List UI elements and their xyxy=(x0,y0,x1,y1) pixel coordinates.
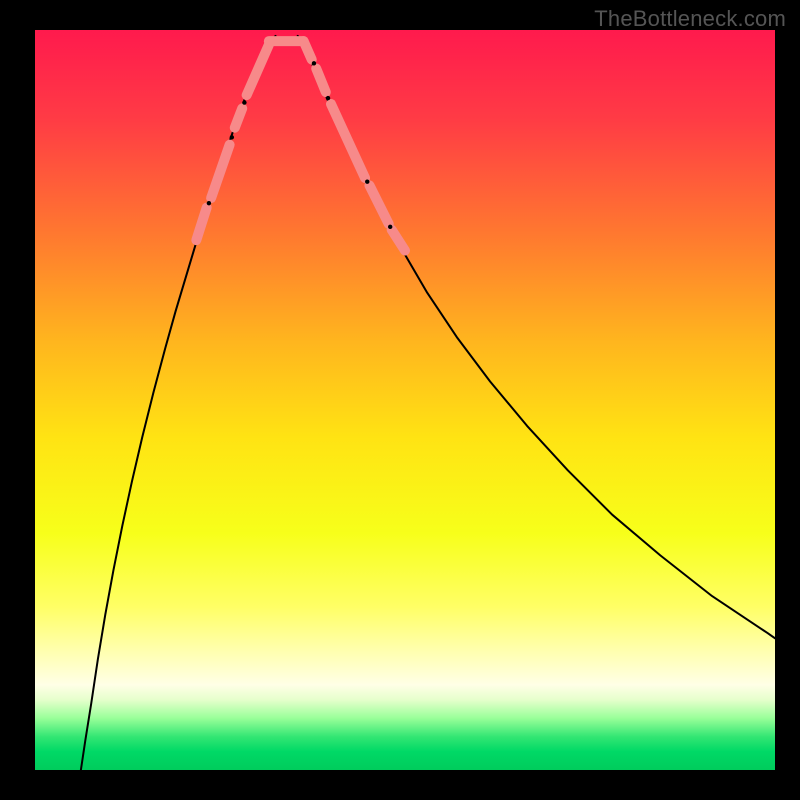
gradient-background xyxy=(35,30,775,770)
curve-dot xyxy=(230,135,234,139)
curve-dot xyxy=(365,180,369,184)
plot-area xyxy=(35,30,775,770)
highlight-segment xyxy=(235,108,242,127)
curve-dot xyxy=(242,100,246,104)
curve-dot xyxy=(388,225,392,229)
curve-dot xyxy=(326,96,330,100)
chart-frame: TheBottleneck.com xyxy=(0,0,800,800)
curve-dot xyxy=(312,61,316,65)
curve-dot xyxy=(207,201,211,205)
watermark-text: TheBottleneck.com xyxy=(594,6,786,32)
plot-outer-background xyxy=(0,0,800,800)
bottleneck-chart xyxy=(35,30,775,770)
